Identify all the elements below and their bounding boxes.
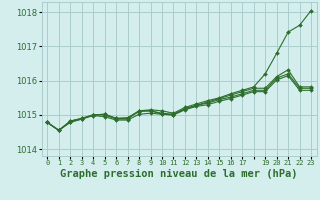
X-axis label: Graphe pression niveau de la mer (hPa): Graphe pression niveau de la mer (hPa) — [60, 169, 298, 179]
